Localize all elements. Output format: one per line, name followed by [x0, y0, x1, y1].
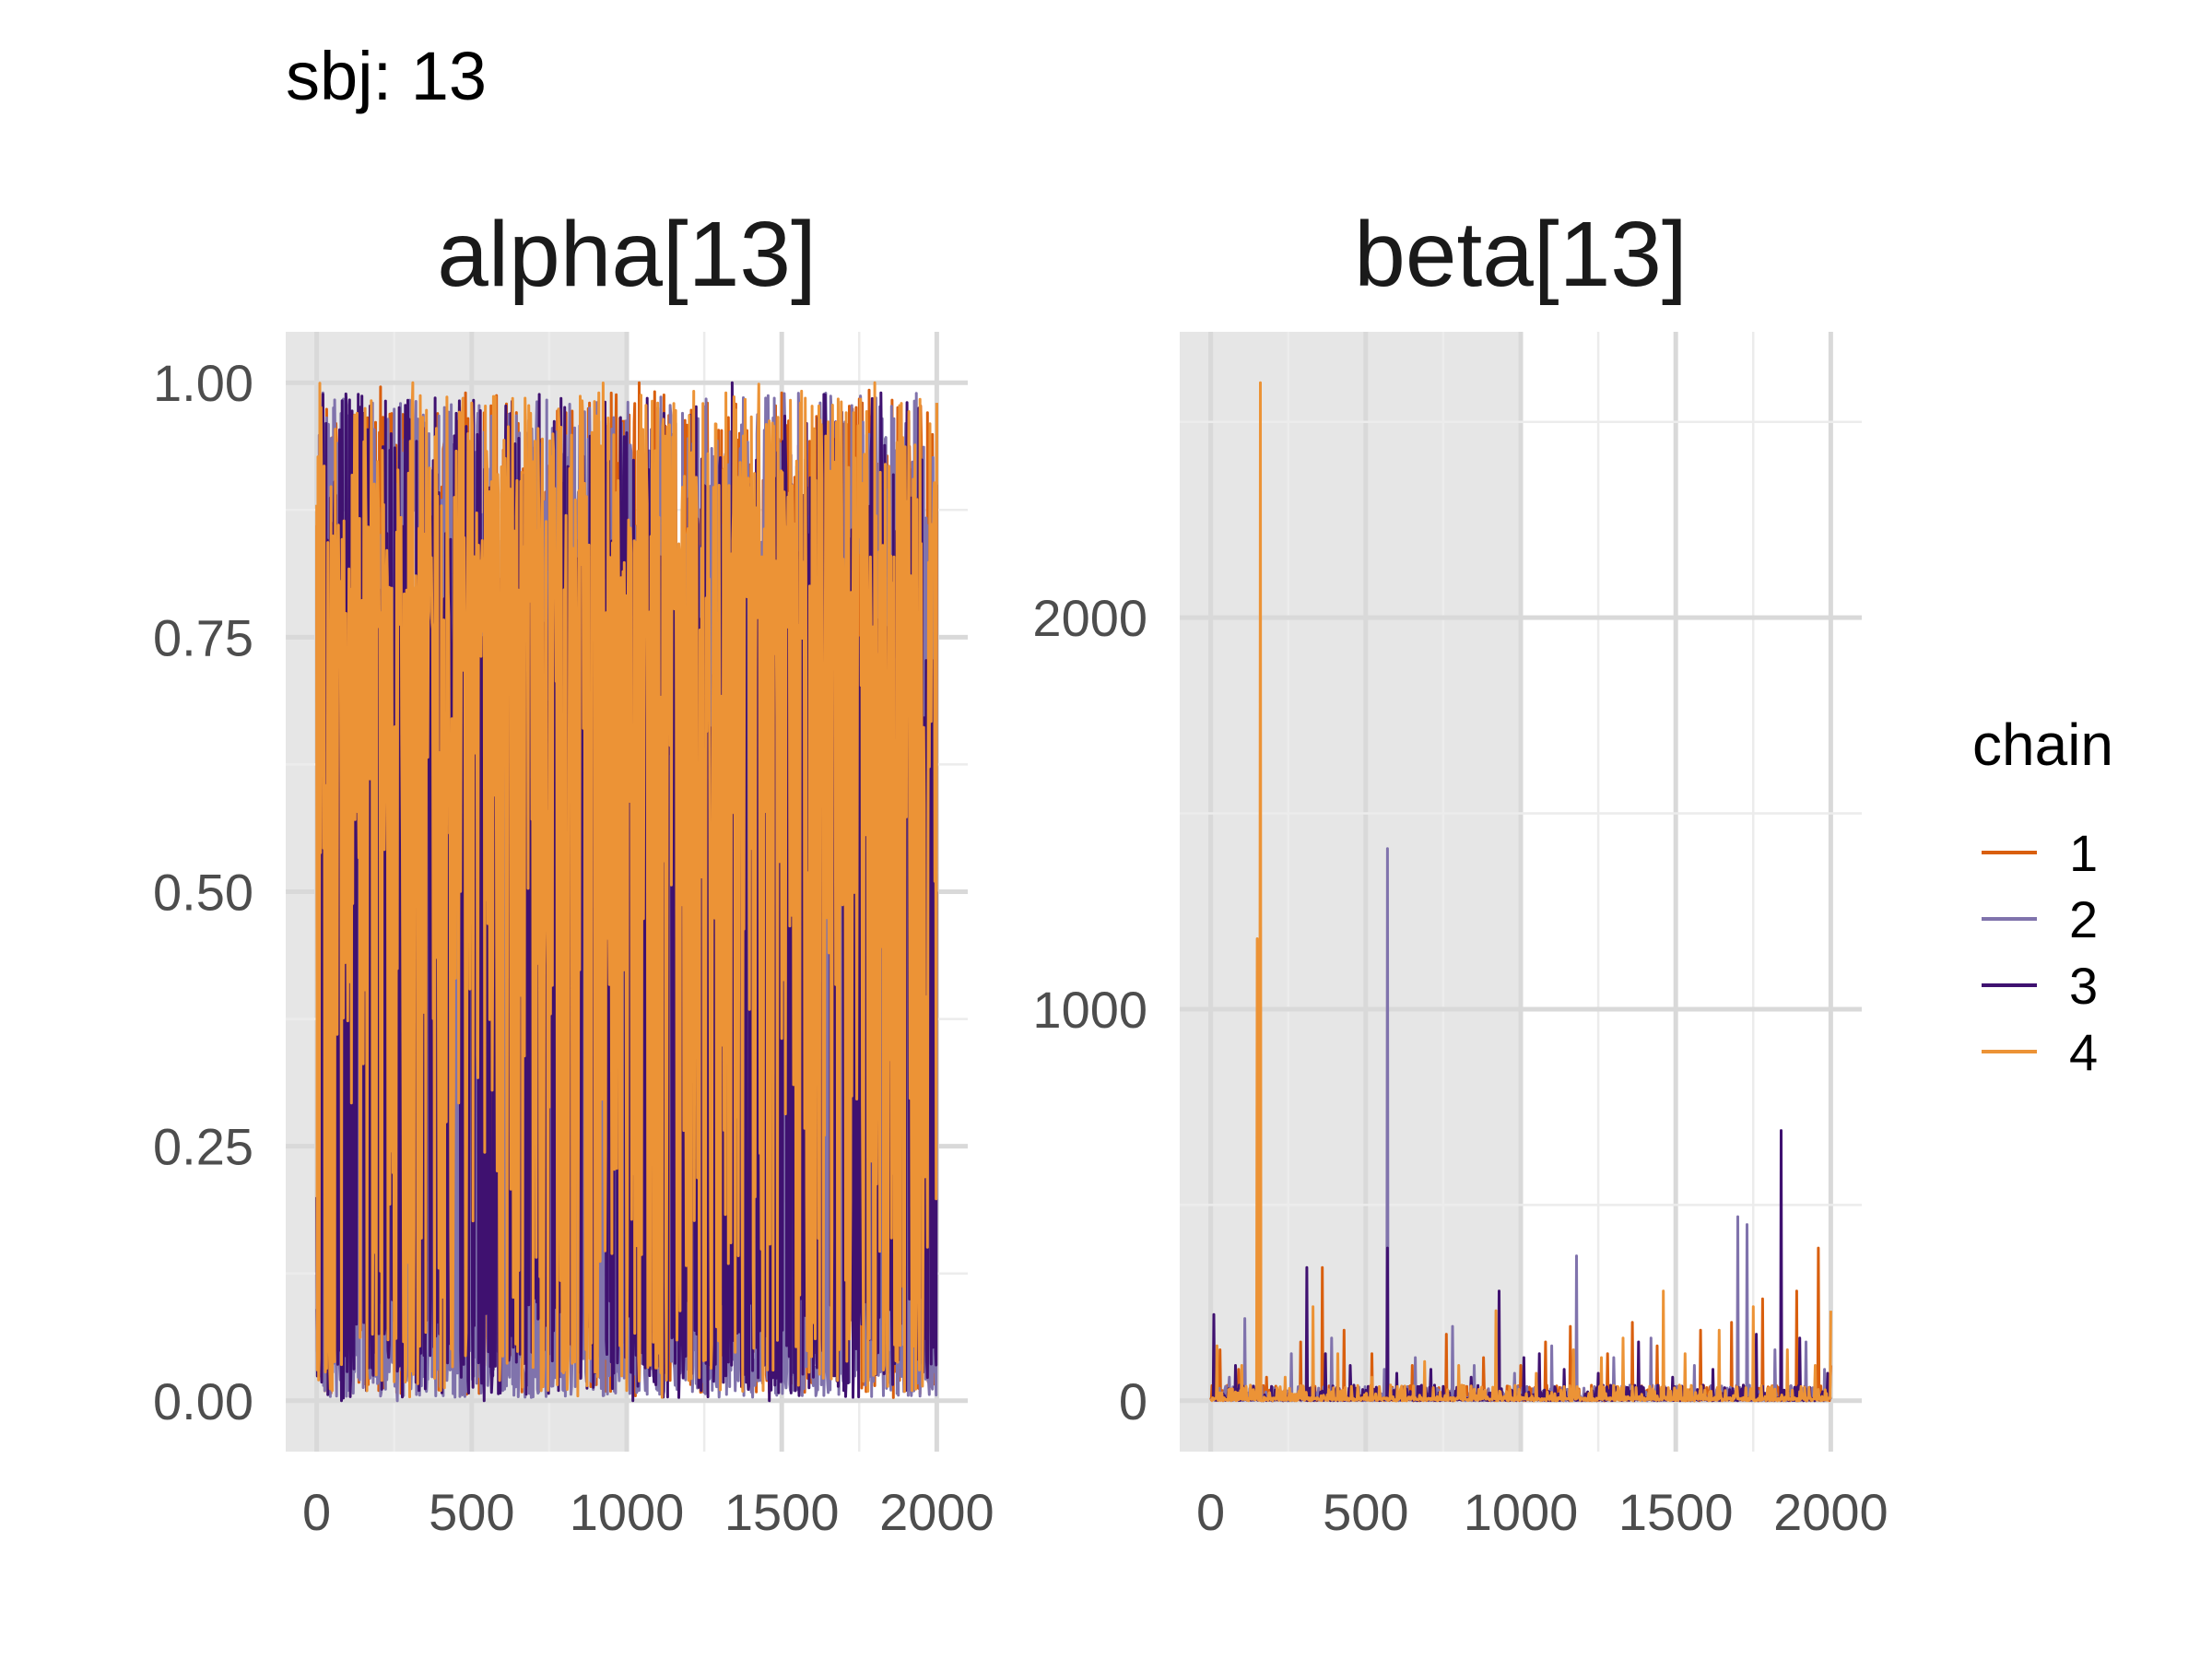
x-tick-label: 1500 — [724, 1483, 840, 1541]
chain-legend: chain 1 2 3 4 — [1972, 712, 2113, 1081]
legend-title: chain — [1972, 712, 2113, 778]
panel-title: alpha[13] — [437, 203, 816, 306]
series-line-chain-4 — [1209, 381, 1832, 1403]
legend-label: 1 — [2069, 824, 2098, 882]
y-tick-label: 0.50 — [153, 864, 253, 922]
beta-trace-panel: 0 500 1000 1500 2000 0 1000 2000 beta[13] — [1032, 203, 1888, 1541]
x-tick-label: 1000 — [570, 1483, 685, 1541]
grid — [1180, 332, 1862, 1452]
alpha-trace-panel: 0 500 1000 1500 2000 0.00 0.25 0.50 0.75 1.00 alph… — [153, 203, 994, 1541]
legend-label: 3 — [2069, 957, 2098, 1015]
x-tick-label: 500 — [429, 1483, 514, 1541]
y-tick-label: 1000 — [1032, 981, 1147, 1039]
y-tick-label: 0.00 — [153, 1372, 253, 1430]
panel-title: beta[13] — [1354, 203, 1687, 306]
x-tick-label: 1500 — [1618, 1483, 1734, 1541]
x-tick-label: 1000 — [1464, 1483, 1579, 1541]
y-tick-label: 2000 — [1032, 589, 1147, 647]
series-line-chain-4 — [315, 381, 938, 1399]
y-tick-label: 1.00 — [153, 354, 253, 412]
y-tick-label: 0.25 — [153, 1118, 253, 1176]
y-tick-label: 0.75 — [153, 608, 253, 666]
warmup-shade — [1180, 332, 1521, 1452]
x-tick-label: 0 — [1196, 1483, 1225, 1541]
x-tick-label: 0 — [302, 1483, 331, 1541]
y-tick-label: 0 — [1119, 1372, 1147, 1430]
legend-label: 4 — [2069, 1023, 2098, 1081]
legend-label: 2 — [2069, 890, 2098, 948]
x-tick-label: 500 — [1323, 1483, 1408, 1541]
x-tick-label: 2000 — [1773, 1483, 1888, 1541]
x-tick-label: 2000 — [879, 1483, 994, 1541]
figure-title: sbj: 13 — [286, 38, 487, 114]
